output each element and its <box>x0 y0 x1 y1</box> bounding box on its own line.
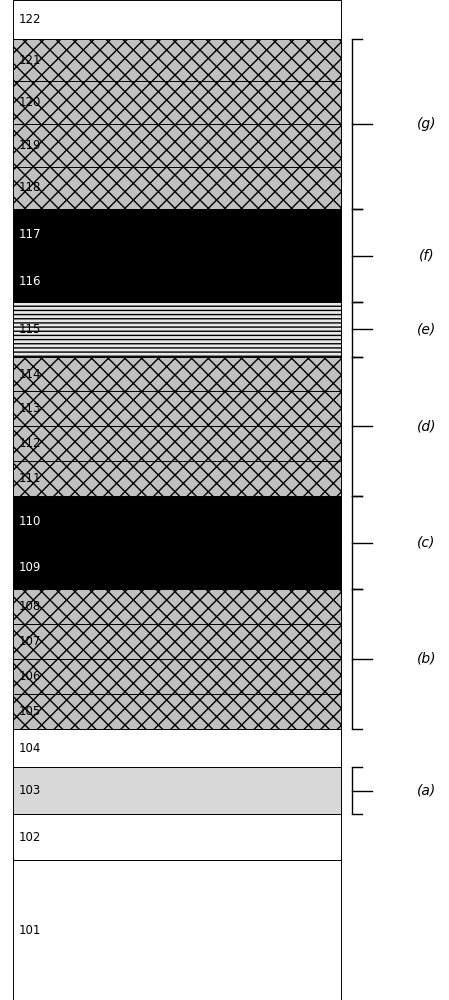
Bar <box>13 860 341 1000</box>
Text: (f): (f) <box>419 249 434 263</box>
Text: (d): (d) <box>417 419 436 433</box>
Bar <box>13 302 341 357</box>
Text: 114: 114 <box>19 368 41 381</box>
Text: 110: 110 <box>19 515 41 528</box>
Text: 112: 112 <box>19 437 41 450</box>
Bar <box>13 547 341 589</box>
Text: 106: 106 <box>19 670 41 683</box>
Text: 105: 105 <box>19 705 41 718</box>
Bar <box>13 694 341 729</box>
Text: (a): (a) <box>417 784 436 798</box>
Bar <box>13 124 341 167</box>
Bar <box>13 624 341 659</box>
Text: 121: 121 <box>19 54 41 67</box>
Text: 119: 119 <box>19 139 41 152</box>
Bar <box>13 260 341 302</box>
Text: (c): (c) <box>418 536 436 550</box>
Text: (g): (g) <box>417 117 436 131</box>
Text: 104: 104 <box>19 742 41 755</box>
Text: 101: 101 <box>19 924 41 937</box>
Text: 108: 108 <box>19 600 41 613</box>
Text: 115: 115 <box>19 323 41 336</box>
Text: 118: 118 <box>19 181 41 194</box>
Text: 113: 113 <box>19 402 41 415</box>
Bar <box>13 39 341 81</box>
Text: 122: 122 <box>19 13 41 26</box>
Bar <box>13 81 341 124</box>
Text: 102: 102 <box>19 831 41 844</box>
Bar <box>13 767 341 814</box>
Bar <box>13 461 341 496</box>
Bar <box>13 496 341 547</box>
Text: 107: 107 <box>19 635 41 648</box>
Text: 120: 120 <box>19 96 41 109</box>
Bar <box>13 659 341 694</box>
Bar <box>13 729 341 767</box>
Bar <box>13 357 341 391</box>
Bar <box>13 167 341 209</box>
Text: 117: 117 <box>19 228 41 241</box>
Bar <box>13 589 341 624</box>
Text: (e): (e) <box>417 322 436 336</box>
Bar <box>13 0 341 39</box>
Bar <box>13 209 341 260</box>
Text: 116: 116 <box>19 275 41 288</box>
Text: (b): (b) <box>417 652 436 666</box>
Text: 111: 111 <box>19 472 41 485</box>
Bar <box>13 391 341 426</box>
Bar <box>13 426 341 461</box>
Text: 103: 103 <box>19 784 41 797</box>
Bar <box>13 814 341 860</box>
Text: 109: 109 <box>19 561 41 574</box>
